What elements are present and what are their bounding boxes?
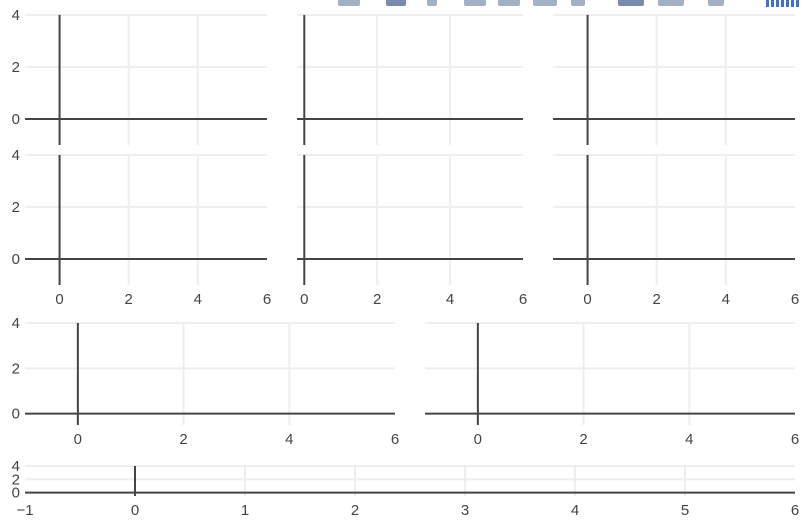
x-tick-label: 0 [583, 291, 591, 308]
subplot-3 [553, 14, 795, 145]
y-tick-label: 4 [12, 315, 20, 332]
x-tick-label: 6 [519, 291, 527, 308]
x-tick-label: 2 [179, 431, 187, 448]
y-tick-label: 0 [12, 485, 20, 502]
subplot-5: 0 2 4 6 [297, 154, 527, 308]
subplot-4: 0 2 4 6 0 2 4 [12, 147, 272, 308]
x-tick-label: 3 [461, 502, 469, 519]
y-tick-label: 2 [12, 360, 20, 377]
x-tick-label: 0 [55, 291, 63, 308]
x-tick-label: 4 [194, 291, 202, 308]
x-tick-label: 0 [131, 502, 139, 519]
x-tick-label: 2 [373, 291, 381, 308]
y-tick-label: 2 [12, 471, 20, 488]
y-tick-label: 0 [12, 111, 20, 128]
x-tick-label: 4 [571, 502, 579, 519]
subplot-2 [297, 14, 523, 145]
x-tick-label: 4 [285, 431, 293, 448]
x-tick-label: 6 [391, 431, 399, 448]
x-tick-label: 2 [579, 431, 587, 448]
x-tick-label: 6 [791, 502, 799, 519]
subplot-7: 0 2 4 6 0 2 4 [12, 315, 400, 448]
x-tick-label: 6 [263, 291, 271, 308]
x-tick-label: 5 [681, 502, 689, 519]
x-tick-label: 4 [722, 291, 730, 308]
x-tick-label: 0 [300, 291, 308, 308]
y-tick-label: 4 [12, 458, 20, 475]
y-tick-label: 0 [12, 406, 20, 423]
y-tick-label: 2 [12, 59, 20, 76]
x-tick-label: 4 [685, 431, 693, 448]
subplot-1: 0 2 4 [12, 7, 267, 145]
x-tick-label: 4 [446, 291, 454, 308]
y-tick-label: 4 [12, 7, 20, 24]
y-tick-label: 0 [12, 251, 20, 268]
subplot-8: 0 2 4 6 [425, 322, 799, 448]
x-tick-label: 2 [351, 502, 359, 519]
x-tick-label: −1 [16, 502, 33, 519]
y-tick-label: 4 [12, 147, 20, 164]
x-tick-label: 1 [241, 502, 249, 519]
x-tick-label: 6 [791, 431, 799, 448]
x-tick-label: 0 [474, 431, 482, 448]
x-tick-label: 2 [125, 291, 133, 308]
subplot-6: 0 2 4 6 [553, 154, 799, 308]
y-tick-label: 2 [12, 199, 20, 216]
x-tick-label: 0 [74, 431, 82, 448]
x-tick-label: 6 [791, 291, 799, 308]
x-tick-label: 2 [653, 291, 661, 308]
